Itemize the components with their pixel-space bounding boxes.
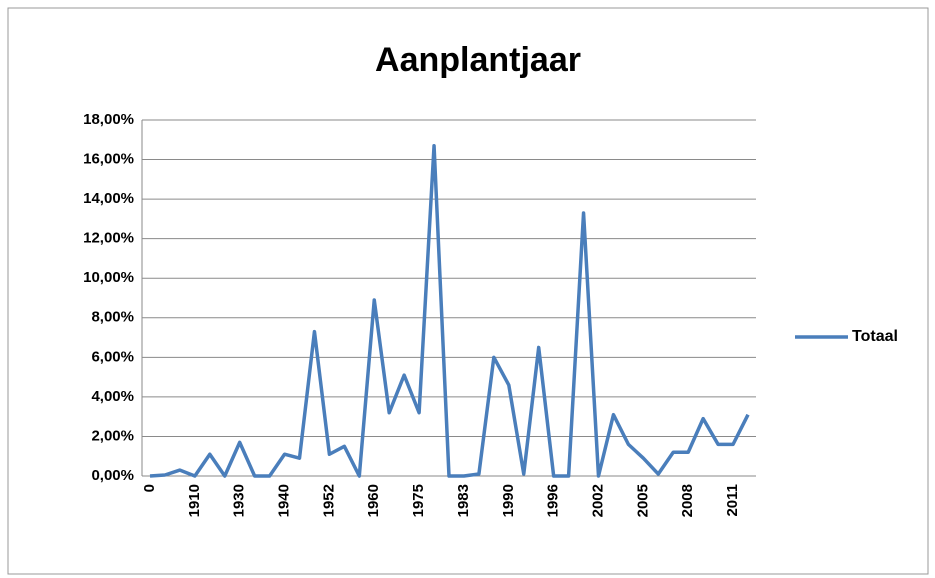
x-tick-label: 2002	[589, 484, 606, 517]
y-tick-label: 14,00%	[83, 190, 134, 207]
chart-border	[7, 7, 929, 575]
line-series	[149, 143, 750, 478]
chart-title: Aanplantjaar	[375, 41, 581, 79]
y-tick-label: 4,00%	[91, 388, 134, 405]
y-tick-label: 8,00%	[91, 309, 134, 326]
x-tick-label: 1910	[186, 484, 203, 517]
x-tick-label: 1990	[500, 484, 517, 517]
x-tick-label: 0	[141, 484, 158, 492]
x-tick-label: 1996	[545, 484, 562, 517]
x-tick-label: 1960	[365, 484, 382, 517]
x-tick-label: 2005	[634, 484, 651, 517]
x-tick-label: 1930	[231, 484, 248, 517]
x-tick-label: 2008	[679, 484, 696, 517]
y-tick-label: 2,00%	[91, 427, 134, 444]
y-tick-label: 18,00%	[83, 111, 134, 128]
x-tick-label: 1952	[320, 484, 337, 517]
y-tick-label: 0,00%	[91, 467, 134, 484]
y-tick-label: 16,00%	[83, 151, 134, 168]
y-tick-label: 12,00%	[83, 230, 134, 247]
legend-label: Totaal	[852, 328, 898, 345]
x-tick-label: 2011	[724, 484, 741, 517]
y-tick-label: 10,00%	[83, 269, 134, 286]
x-tick-label: 1983	[455, 484, 472, 517]
y-tick-label: 6,00%	[91, 348, 134, 365]
x-tick-label: 1975	[410, 484, 427, 517]
x-tick-label: 1940	[276, 484, 293, 517]
